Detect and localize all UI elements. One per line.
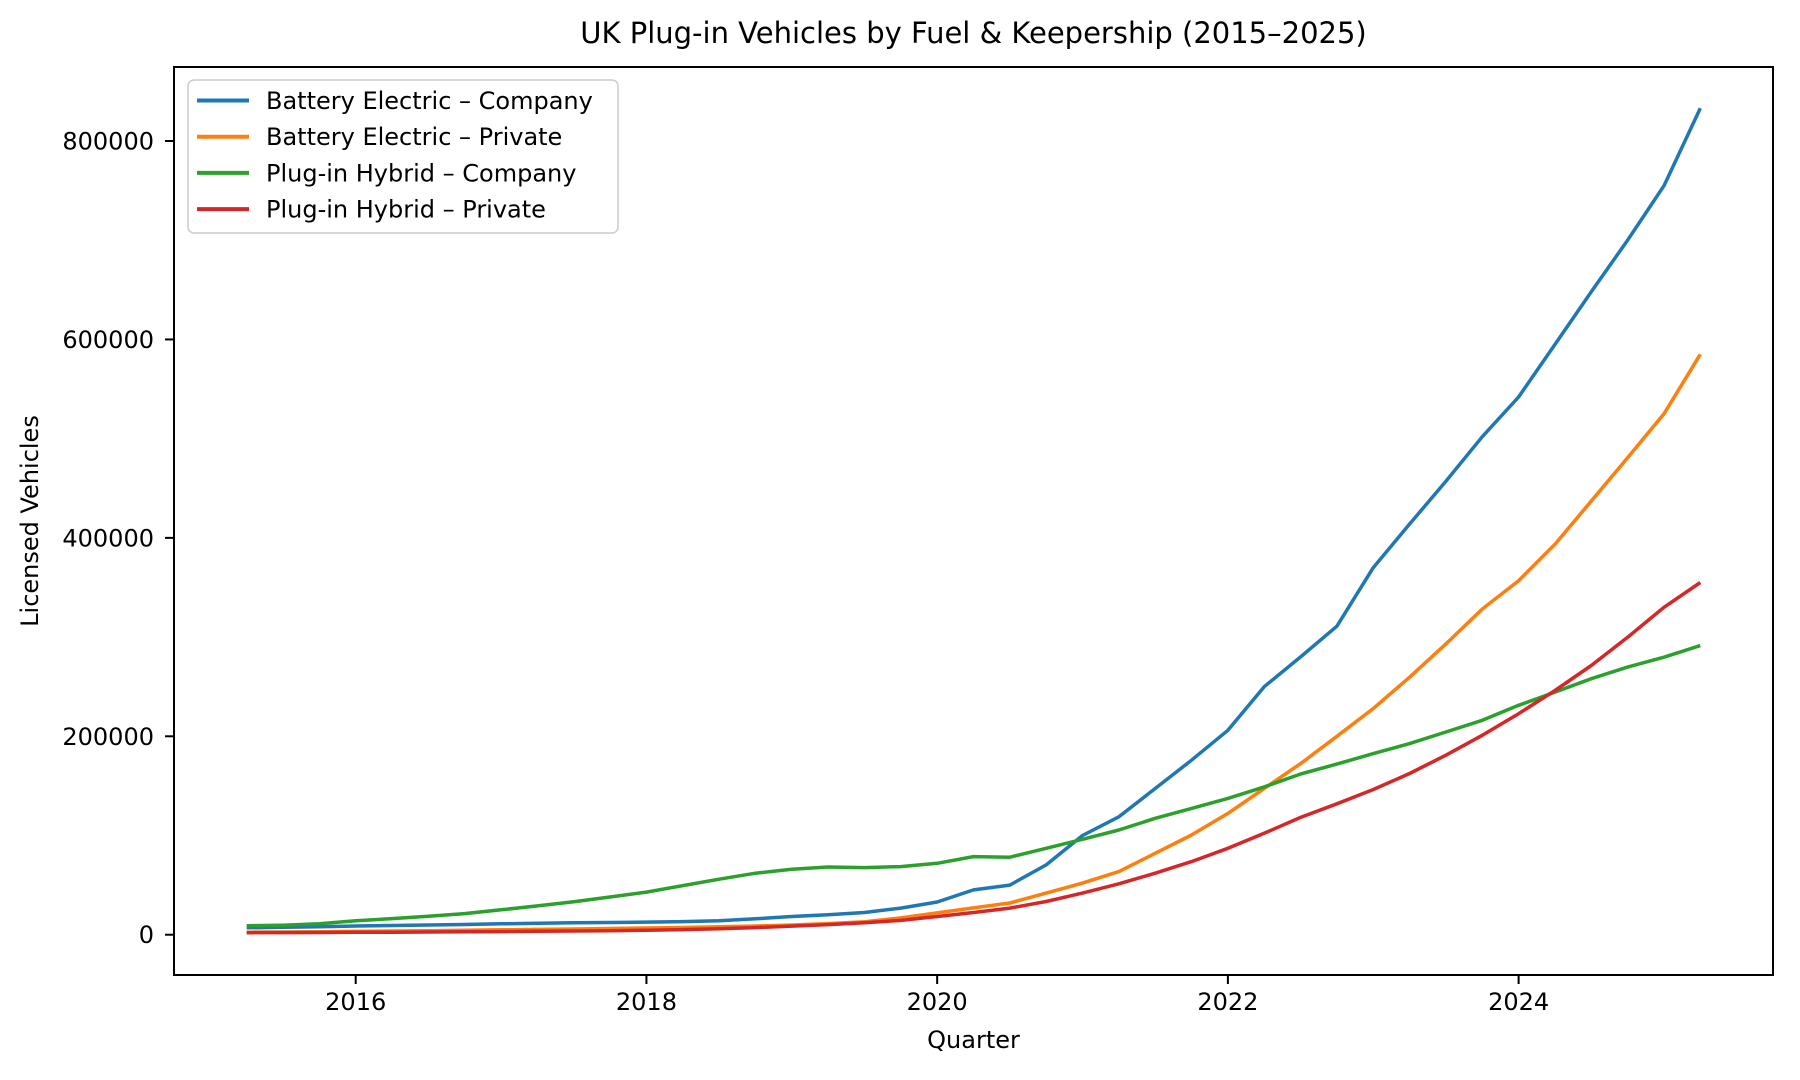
- series-line-plug-in-hybrid-private: [246, 581, 1702, 935]
- x-tick-label: 2016: [325, 988, 386, 1016]
- x-tick-label: 2022: [1197, 988, 1258, 1016]
- y-axis-label: Licensed Vehicles: [16, 415, 44, 627]
- x-tick-label: 2024: [1488, 988, 1549, 1016]
- y-tick-label: 200000: [62, 723, 154, 751]
- series-line-plug-in-hybrid-company: [246, 643, 1701, 928]
- series-lines-layer: [246, 107, 1702, 935]
- legend: Battery Electric – Company Battery Electr…: [187, 79, 619, 234]
- series-line-battery-electric-private: [246, 353, 1702, 934]
- legend-box: [187, 79, 619, 234]
- x-tick-label: 2018: [616, 988, 677, 1016]
- series-line-battery-electric-company: [246, 107, 1702, 930]
- legend-label: Battery Electric – Company: [266, 87, 593, 115]
- y-tick-label: 600000: [62, 326, 154, 354]
- legend-label: Plug-in Hybrid – Private: [266, 196, 546, 224]
- y-tick-label: 0: [139, 921, 154, 949]
- chart-title: UK Plug-in Vehicles by Fuel & Keepership…: [580, 16, 1367, 50]
- plot-area-border: [173, 66, 1774, 976]
- legend-label: Plug-in Hybrid – Company: [266, 159, 576, 187]
- y-tick-label: 400000: [62, 524, 154, 552]
- x-axis-label: Quarter: [927, 1026, 1020, 1054]
- y-tick-label: 800000: [62, 128, 154, 156]
- axes-layer: 0 200000 400000 600000 800000 2016 2018 2020 202…: [62, 66, 1774, 1016]
- legend-label: Battery Electric – Private: [266, 123, 562, 151]
- x-tick-label: 2020: [907, 988, 968, 1016]
